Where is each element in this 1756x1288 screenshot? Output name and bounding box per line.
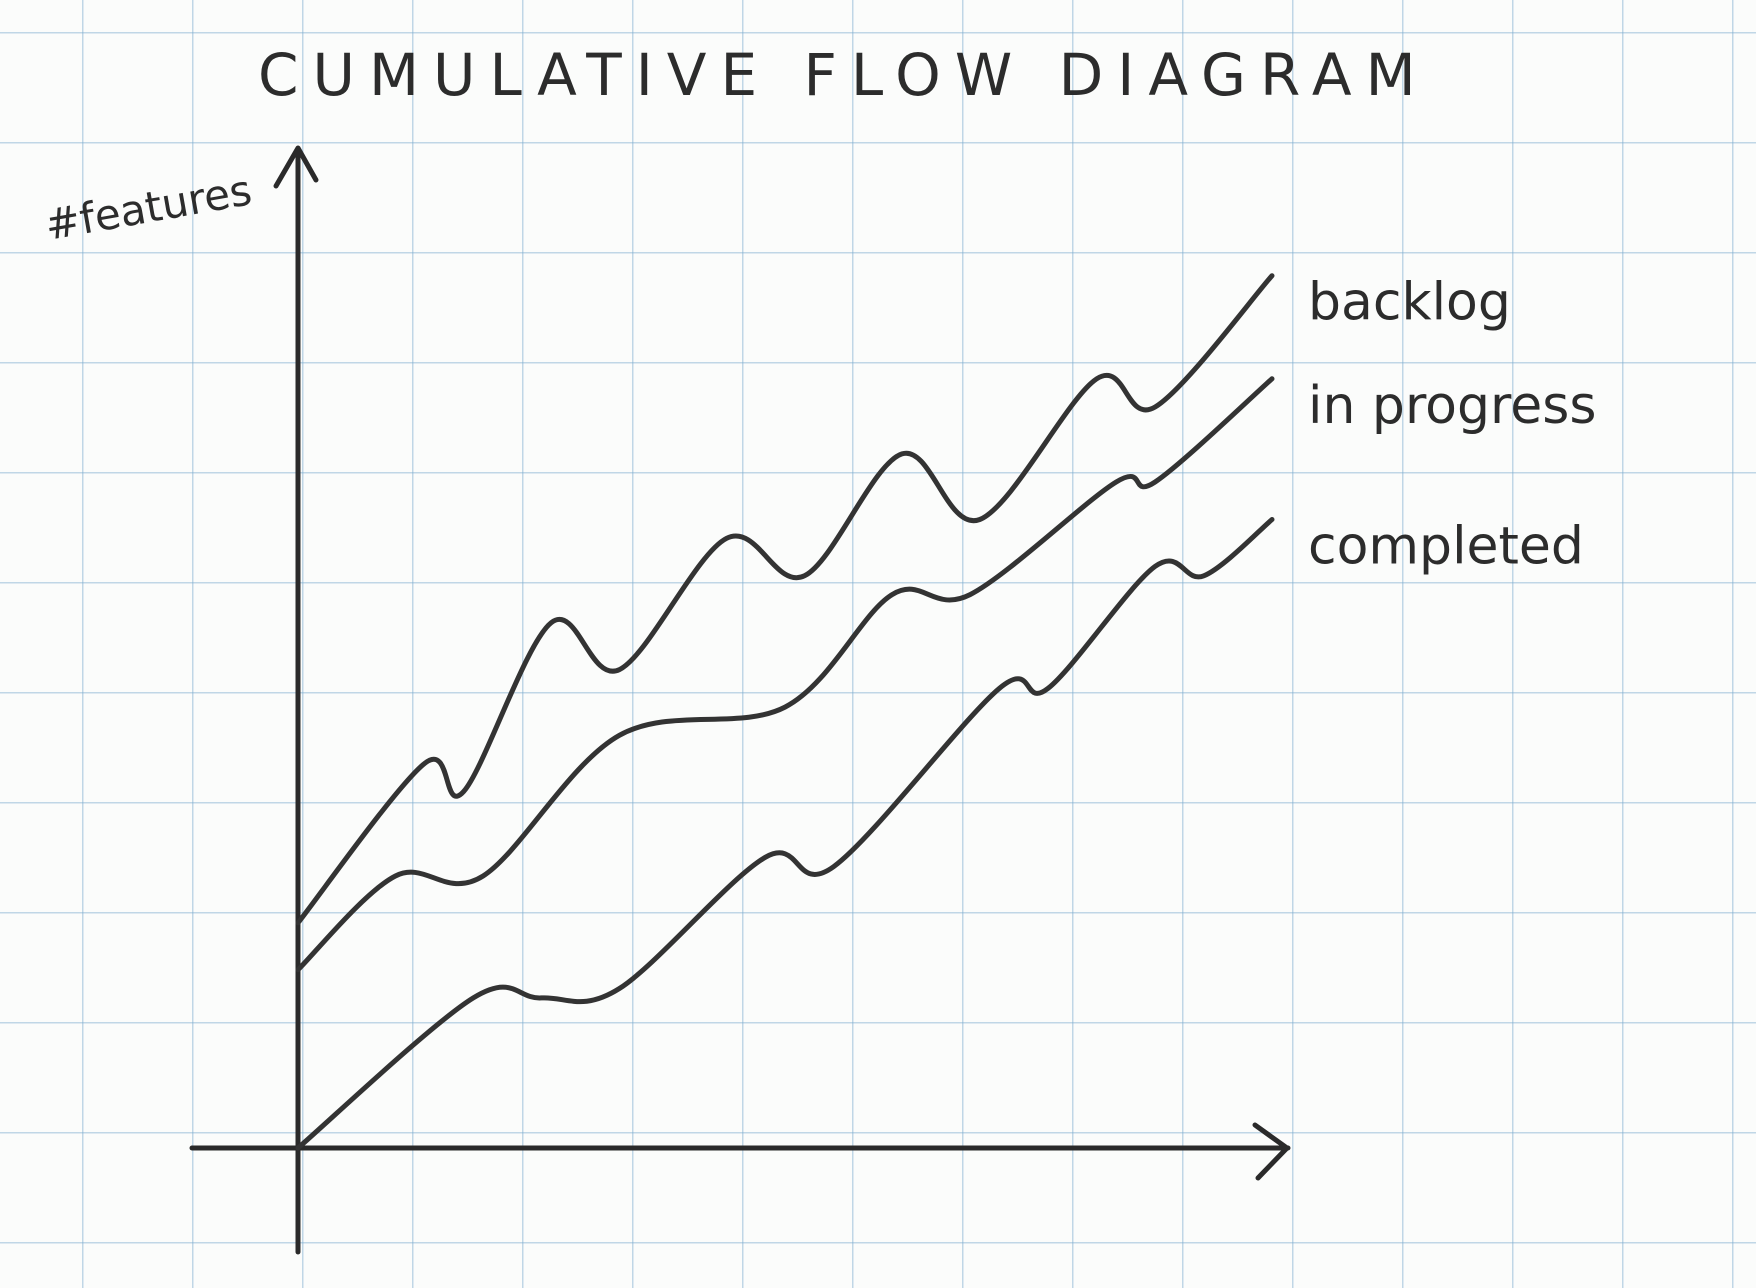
series-label-backlog: backlog (1308, 273, 1511, 333)
chart-title: CUMULATIVE FLOW DIAGRAM (258, 41, 1430, 109)
series-line-completed (295, 517, 1275, 1151)
series-line-in-progress (295, 376, 1275, 973)
y-axis-arrow (273, 145, 319, 189)
x-axis-arrow (1252, 1122, 1290, 1181)
series-layer: backlog in progress completed (295, 273, 1596, 1151)
axes (189, 145, 1291, 1255)
y-axis-label: #features (41, 165, 255, 249)
series-label-completed: completed (1308, 517, 1584, 577)
series-label-in-progress: in progress (1308, 376, 1596, 436)
series-line-backlog (295, 273, 1275, 926)
